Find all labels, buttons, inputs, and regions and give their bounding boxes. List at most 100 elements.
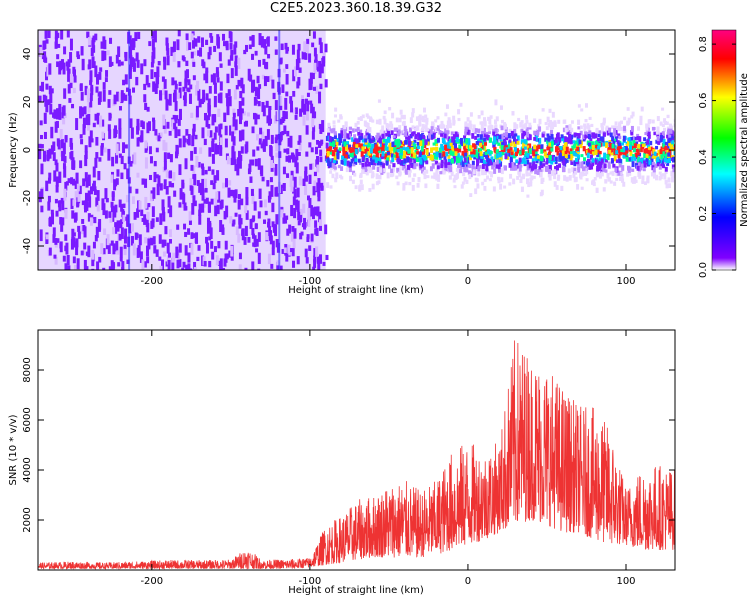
spectrogram-cell — [619, 176, 623, 182]
spectrogram-cell — [390, 123, 394, 130]
spectrogram-cell — [132, 243, 136, 256]
spectrogram-cell — [669, 128, 673, 134]
spectrogram-cell — [112, 227, 116, 235]
spectrogram-cell — [343, 129, 347, 134]
spectrogram-cell — [306, 92, 310, 97]
spectrogram-cell — [210, 36, 214, 43]
spectrogram-cell — [263, 199, 267, 208]
spectrogram-cell — [502, 148, 506, 153]
spectrogram-cell — [239, 218, 243, 225]
spectrogram-cell — [390, 130, 394, 136]
spectrogram-cell — [86, 123, 90, 131]
spectrogram-cell — [541, 177, 545, 183]
spectrogram-cell — [533, 130, 537, 135]
spectrogram-cell — [154, 129, 158, 136]
spectrogram-cell — [414, 150, 418, 154]
spectrogram-cell — [304, 184, 308, 195]
spectrogram-cell — [163, 179, 167, 186]
spectrogram-cell — [409, 161, 413, 166]
spectrogram-cell — [115, 240, 119, 252]
spectrogram-cell — [209, 227, 213, 239]
spectrogram-cell — [296, 200, 300, 213]
spectrogram-cell — [166, 55, 170, 66]
spectrogram-cell — [83, 242, 87, 250]
spectrogram-cell — [622, 154, 626, 159]
spectrogram-cell — [418, 151, 422, 157]
spectrogram-cell — [174, 83, 178, 90]
spectrogram-cell — [95, 197, 99, 207]
spectrogram-cell — [114, 204, 118, 213]
spectrogram-cell — [437, 163, 441, 168]
spectrogram-cell — [184, 245, 188, 256]
spectrogram-cell — [310, 103, 314, 114]
spectrogram-cell — [296, 256, 300, 265]
spectrogram-cell — [378, 118, 382, 125]
spectrogram-cell — [292, 196, 296, 206]
spectrogram-cell — [379, 148, 383, 153]
spectrogram-cell — [609, 180, 613, 184]
spectrogram-cell — [378, 157, 382, 163]
spectrogram-cell — [410, 164, 414, 168]
spectrogram-cell — [231, 145, 235, 153]
spectrogram-cell — [212, 182, 216, 190]
spectrogram-cell — [404, 139, 408, 145]
spectrogram-cell — [257, 158, 261, 170]
spectrogram-cell — [77, 190, 81, 202]
spectrogram-cell — [656, 156, 660, 162]
spectrogram-cell — [184, 158, 188, 170]
spectrogram-cell — [529, 177, 533, 184]
spectrogram-cell — [256, 134, 260, 141]
colorbar: 0.00.20.40.60.8 Normalized spectral ampl… — [698, 29, 750, 278]
spectrogram-cell — [440, 159, 444, 164]
spectrogram-cell — [545, 166, 549, 172]
spectrogram-cell — [85, 266, 89, 270]
spectrogram-cell — [56, 108, 60, 120]
spectrogram-cell — [666, 149, 670, 154]
spectrogram-cell — [118, 127, 122, 139]
spectrogram-cell — [653, 131, 657, 136]
spectrogram-cell — [249, 159, 253, 165]
spectrogram-cell — [598, 173, 602, 178]
spectrogram-cell — [159, 93, 163, 101]
spectrogram-cell — [461, 150, 465, 157]
spectrogram-cell — [211, 141, 215, 153]
spectrogram-cell — [62, 255, 66, 262]
spectrogram-cell — [399, 148, 403, 154]
spectrogram-cell — [354, 128, 358, 132]
spectrogram-cell — [159, 265, 163, 270]
spectrogram-cell — [168, 171, 172, 179]
spectrogram-cell — [148, 146, 152, 155]
spectrogram-cell — [340, 127, 344, 133]
spectrogram-cell — [494, 99, 498, 106]
spectrogram-cell — [535, 145, 539, 152]
spectrogram-cell — [498, 151, 502, 158]
spectrogram-cell — [139, 251, 143, 263]
spectrogram-cell — [497, 142, 501, 146]
spectrogram-cell — [241, 84, 245, 94]
spectrogram-cell — [313, 86, 317, 91]
spectrogram-cell — [316, 206, 320, 217]
spectrogram-cell — [45, 39, 49, 44]
spectrogram-ytick-label: 20 — [22, 96, 33, 109]
spectrogram-cell — [79, 134, 83, 139]
spectrogram-cell — [554, 146, 558, 153]
spectrogram-cell — [210, 180, 214, 185]
spectrogram-cell — [534, 135, 538, 142]
spectrogram-cell — [390, 153, 394, 158]
spectrogram-cell — [510, 166, 514, 171]
spectrogram-cell — [45, 236, 49, 244]
spectrogram-cell — [251, 159, 255, 166]
spectrogram-cell — [91, 37, 95, 49]
spectrogram-cell — [468, 156, 472, 161]
spectrogram-cell — [463, 135, 467, 139]
spectrogram-cell — [478, 153, 482, 160]
spectrogram-cell — [479, 158, 483, 163]
spectrogram-cell — [245, 210, 249, 220]
spectrogram-cell — [102, 203, 106, 216]
spectrogram-cell — [113, 128, 117, 139]
snr-xtick-label: 100 — [616, 576, 635, 587]
spectrogram-cell — [505, 147, 509, 151]
spectrogram-cell — [513, 123, 517, 128]
spectrogram-cell — [585, 170, 589, 175]
spectrogram-cell — [135, 188, 139, 194]
